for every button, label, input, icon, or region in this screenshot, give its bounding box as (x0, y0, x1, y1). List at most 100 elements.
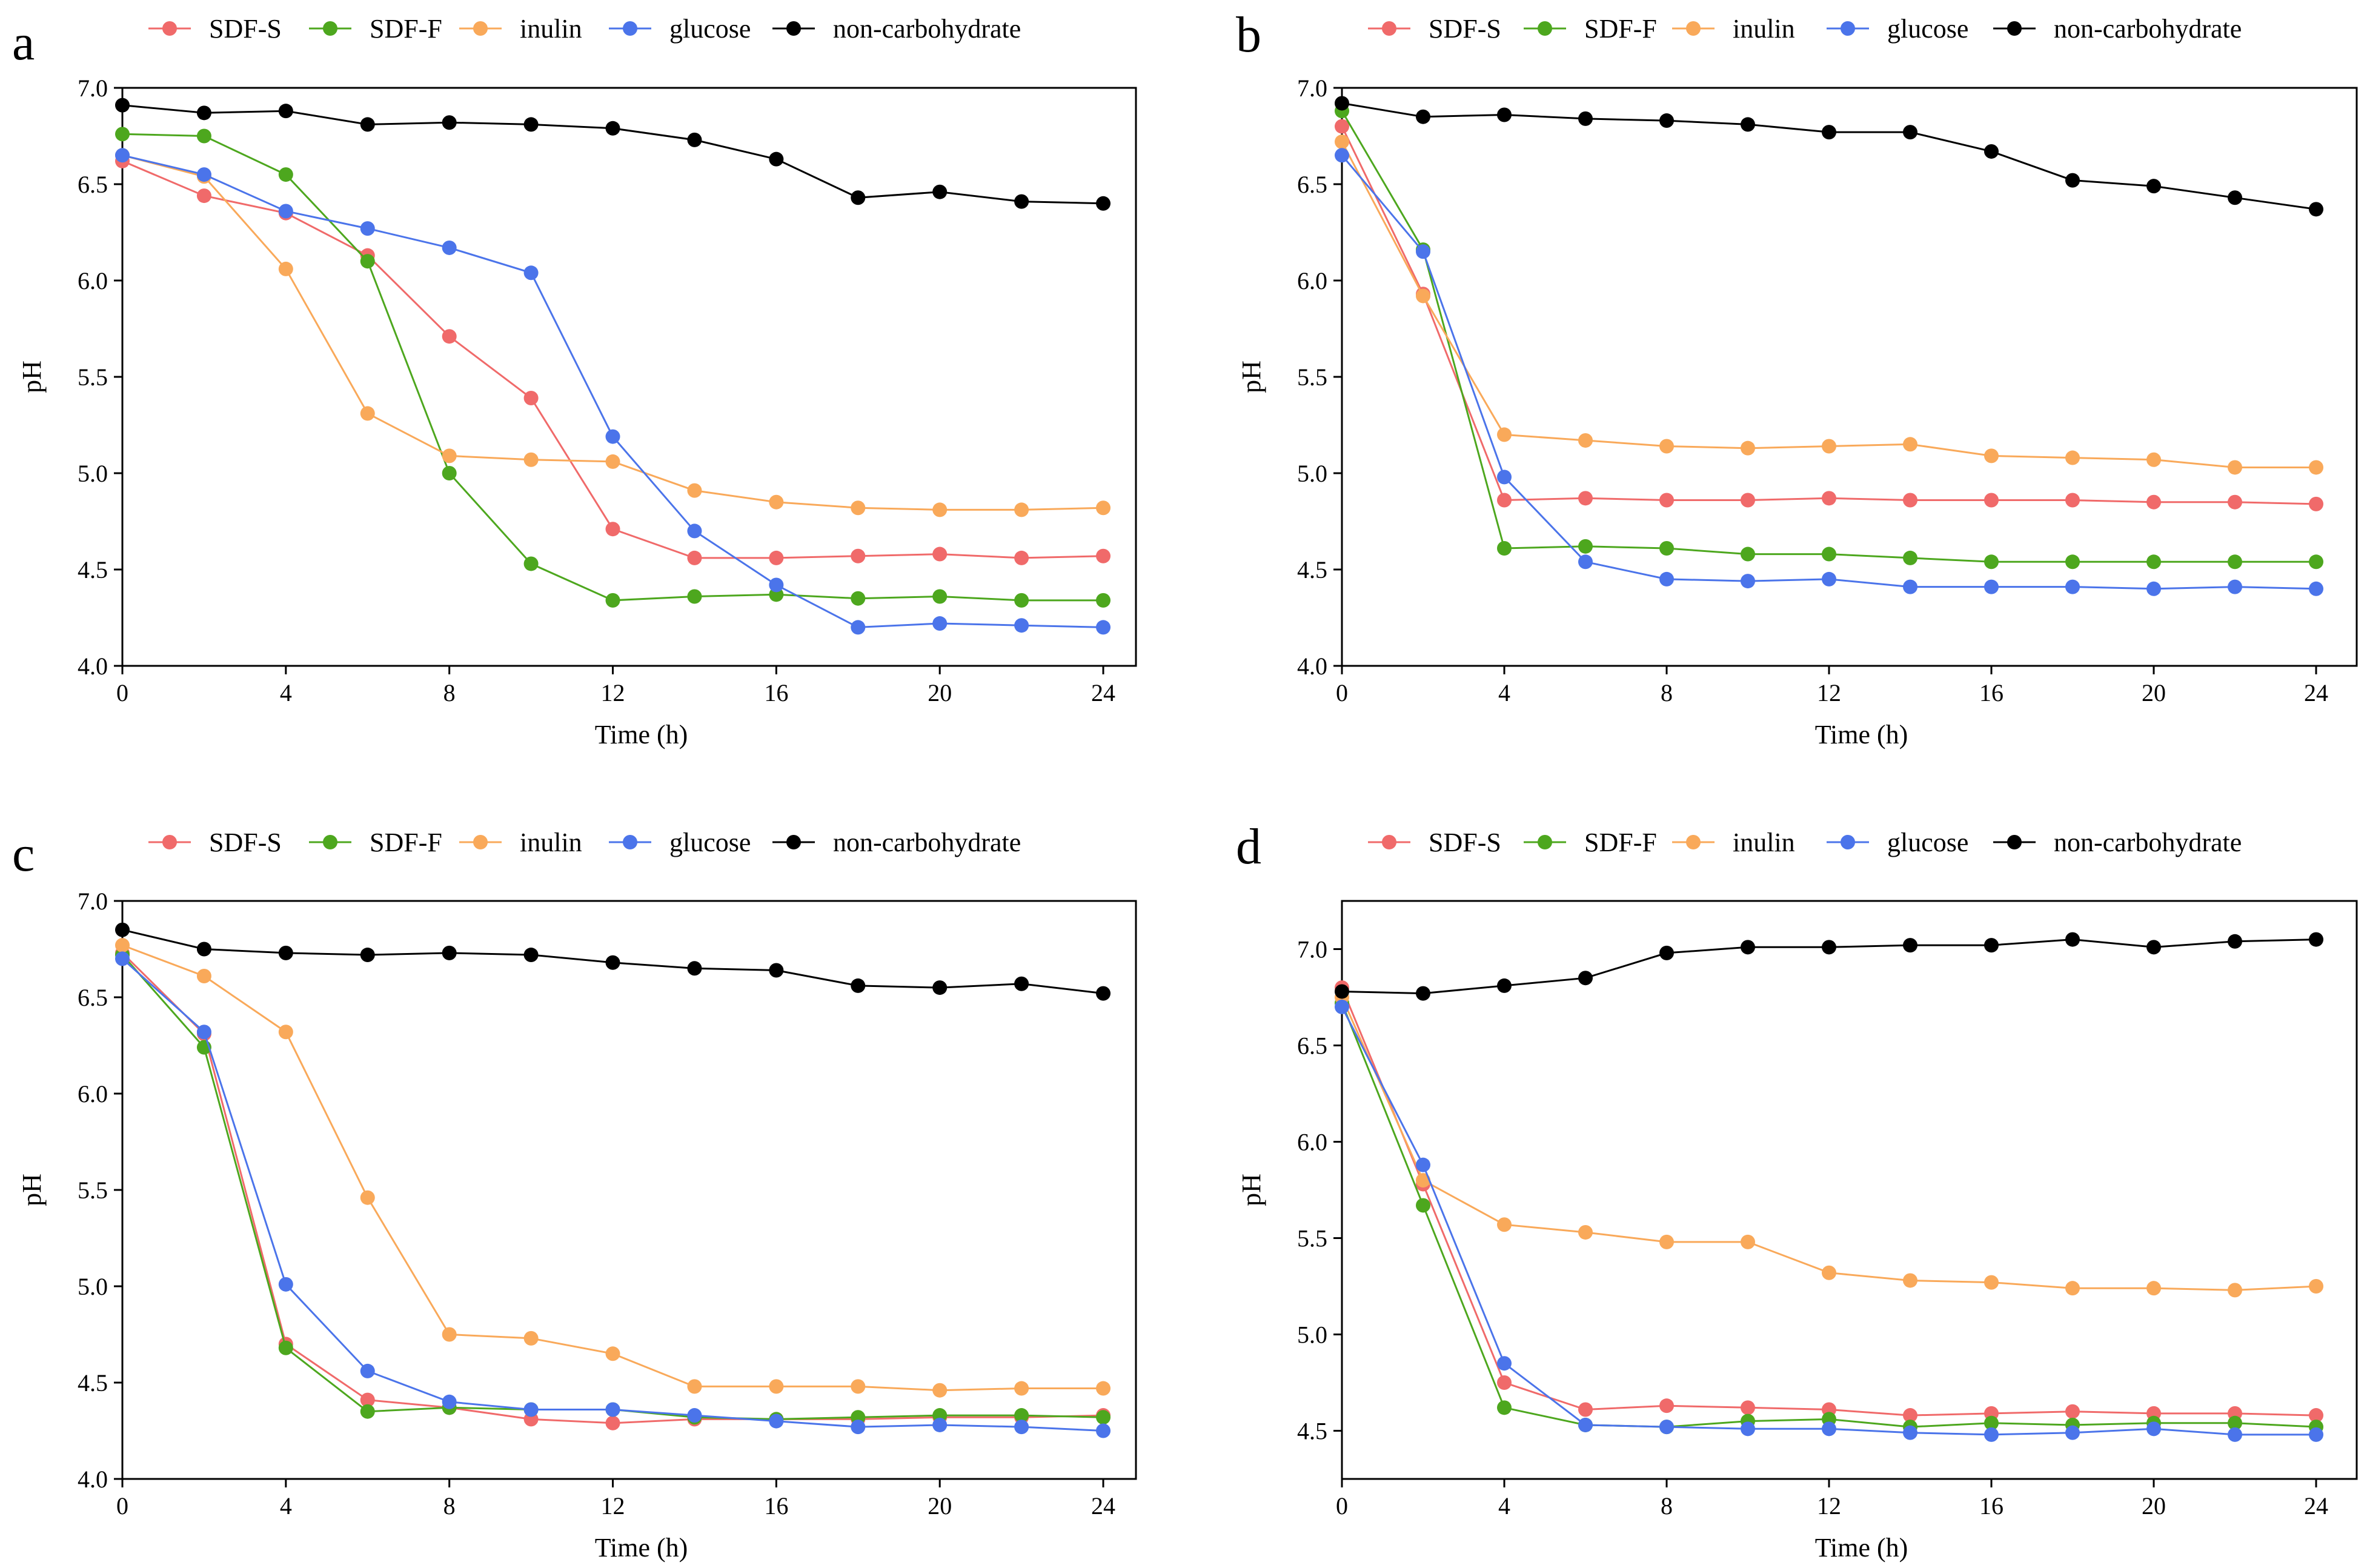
data-point-non-carbohydrate (1578, 971, 1593, 986)
data-point-non-carbohydrate (196, 942, 211, 957)
data-point-sdf-f (1096, 1410, 1111, 1425)
legend-marker-sdf-s (1382, 835, 1396, 849)
data-point-non-carbohydrate (851, 190, 866, 205)
y-tick-label: 4.5 (1297, 1418, 1327, 1445)
data-point-glucose (932, 1417, 948, 1432)
data-point-inulin (851, 500, 866, 516)
data-point-glucose (1096, 1423, 1111, 1438)
x-tick-label: 0 (1336, 679, 1348, 706)
series-line-glucose (1341, 154, 2317, 590)
legend-marker-glucose (1841, 21, 1855, 36)
plot-frame (121, 87, 1137, 667)
x-tick-label: 20 (2142, 679, 2166, 706)
data-point-glucose (1578, 1417, 1593, 1432)
data-point-inulin (1416, 1173, 1430, 1188)
chart-panel-c: c 0 4 8 12 16 20 24 4.0 4.5 5.0 5.5 6.0 6.5 7.0 Time (h… (12, 826, 1137, 1563)
data-point-sdf-f (687, 589, 702, 604)
data-point-sdf-s (851, 548, 866, 563)
data-point-sdf-f (851, 591, 866, 606)
data-point-sdf-f (1096, 593, 1111, 608)
x-tick-label: 4 (280, 1492, 292, 1520)
data-point-inulin (2065, 450, 2080, 465)
data-point-glucose (1659, 1420, 1674, 1435)
data-point-inulin (523, 452, 539, 467)
data-point-inulin (769, 494, 784, 510)
data-point-glucose (1497, 470, 1512, 485)
data-point-glucose (687, 523, 702, 539)
chart-panel-a: a 0 4 8 12 16 20 24 4.0 4.5 5.0 5.5 6.0 6.5 7.0 Time (h… (12, 14, 1137, 749)
data-point-glucose (1416, 1157, 1430, 1172)
x-tick-label: 12 (601, 1492, 625, 1520)
data-point-sdf-s (523, 390, 539, 405)
series-line-non-carbohydrate (122, 104, 1104, 205)
data-point-sdf-s (1096, 548, 1111, 563)
data-point-glucose (2065, 1425, 2080, 1440)
x-tick-label: 24 (2304, 679, 2328, 706)
data-point-glucose (851, 620, 866, 635)
x-axis-title: Time (h) (595, 1533, 688, 1563)
data-point-glucose (1741, 574, 1755, 589)
data-point-non-carbohydrate (278, 104, 293, 119)
data-point-glucose (278, 204, 293, 219)
x-tick-label: 4 (1498, 679, 1510, 706)
y-axis-title: pH (1237, 1174, 1266, 1206)
data-point-non-carbohydrate (1335, 96, 1349, 111)
legend-marker-non-carbohydrate (786, 21, 801, 36)
data-point-sdf-f (1578, 539, 1593, 554)
data-point-sdf-f (1497, 541, 1512, 556)
data-point-inulin (360, 1190, 375, 1205)
y-tick-label: 5.0 (1297, 1321, 1327, 1349)
legend-marker-inulin (473, 21, 488, 36)
data-point-inulin (851, 1379, 866, 1394)
data-point-glucose (2309, 1427, 2323, 1442)
y-tick-label: 4.5 (1297, 556, 1327, 583)
data-point-sdf-f (1822, 546, 1836, 562)
y-tick-label: 4.0 (78, 653, 108, 680)
legend-marker-non-carbohydrate (786, 835, 801, 849)
y-tick-label: 5.5 (1297, 1225, 1327, 1252)
x-tick-label: 12 (1817, 679, 1841, 706)
data-point-non-carbohydrate (115, 98, 130, 113)
data-point-non-carbohydrate (605, 121, 620, 136)
data-point-sdf-s (605, 522, 620, 537)
legend-marker-sdf-f (323, 835, 337, 849)
data-point-inulin (605, 454, 620, 469)
data-point-non-carbohydrate (1659, 945, 1674, 960)
legend-marker-sdf-f (1538, 835, 1552, 849)
y-tick-label: 4.5 (78, 556, 108, 583)
data-point-glucose (523, 265, 539, 281)
data-point-non-carbohydrate (932, 184, 948, 199)
data-point-non-carbohydrate (1822, 125, 1836, 140)
data-point-non-carbohydrate (1741, 940, 1755, 955)
data-point-sdf-s (687, 550, 702, 565)
x-tick-label: 8 (443, 1492, 456, 1520)
data-point-glucose (1984, 579, 1999, 594)
legend-marker-sdf-f (1538, 21, 1552, 36)
data-point-sdf-f (1741, 546, 1755, 562)
x-tick-label: 8 (443, 679, 456, 706)
y-tick-label: 6.5 (78, 171, 108, 198)
data-point-glucose (1822, 571, 1836, 586)
data-point-inulin (1014, 1381, 1029, 1396)
data-point-sdf-s (2228, 494, 2242, 510)
y-tick-label: 6.0 (78, 1080, 108, 1108)
data-point-sdf-s (2309, 496, 2323, 511)
data-point-non-carbohydrate (2146, 179, 2161, 194)
legend-label-glucose: glucose (1887, 828, 1968, 857)
data-point-sdf-f (2146, 554, 2161, 570)
data-point-sdf-f (605, 593, 620, 608)
data-point-sdf-s (1497, 1375, 1512, 1390)
legend-marker-inulin (1686, 21, 1701, 36)
data-point-non-carbohydrate (360, 948, 375, 963)
data-point-inulin (1822, 1265, 1836, 1280)
x-axis-title: Time (h) (1815, 1533, 1908, 1563)
data-point-glucose (523, 1402, 539, 1417)
data-point-non-carbohydrate (442, 115, 457, 130)
data-point-non-carbohydrate (1659, 113, 1674, 128)
legend-label-sdf-f: SDF-F (370, 14, 442, 44)
legend-marker-inulin (1686, 835, 1701, 849)
data-point-glucose (2228, 1427, 2242, 1442)
x-tick-label: 4 (1498, 1492, 1510, 1520)
series-line-inulin (1341, 141, 2316, 468)
data-point-sdf-s (932, 546, 948, 562)
